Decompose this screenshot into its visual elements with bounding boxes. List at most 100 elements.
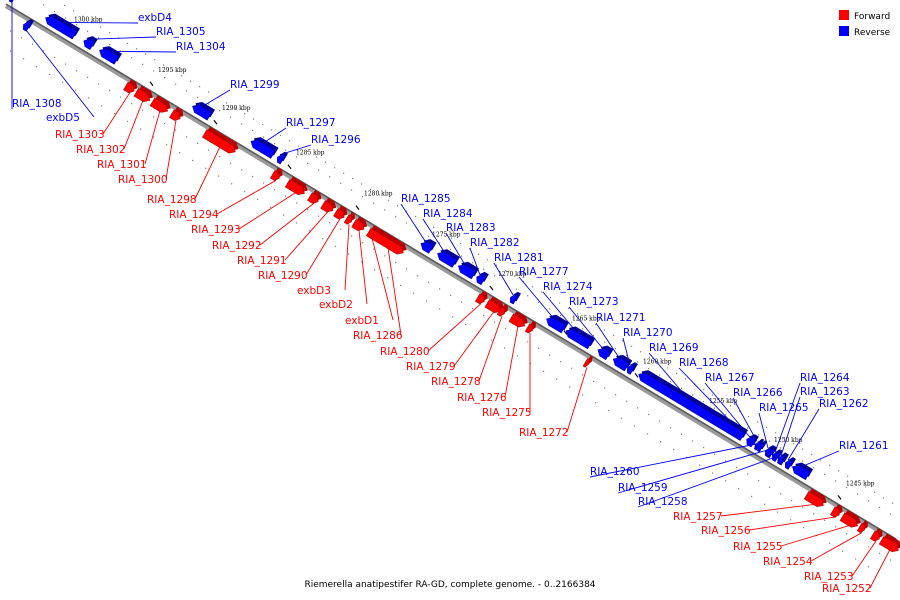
gene-arrow-exbd5[interactable]	[21, 17, 34, 32]
gene-arrow-ria_1274[interactable]	[564, 323, 596, 350]
gene-label[interactable]: RIA_1279	[406, 361, 456, 373]
gene-label[interactable]: RIA_1265	[759, 402, 809, 414]
gene-label[interactable]: RIA_1267	[705, 372, 755, 384]
gene-label[interactable]: RIA_1303	[55, 129, 105, 141]
gene-arrow-exbd2[interactable]	[351, 216, 370, 234]
gene-arrow-ria_1271[interactable]	[611, 352, 633, 372]
gene-arrow-ria_1303[interactable]	[123, 79, 139, 96]
gene-label[interactable]: RIA_1305	[156, 26, 206, 38]
gene-arrow-ria_1285[interactable]	[419, 236, 437, 254]
gene-arrow-ria_1302[interactable]	[133, 85, 155, 105]
gene-label[interactable]: RIA_1254	[763, 556, 813, 568]
gene-arrow-ria_1261[interactable]	[790, 459, 814, 481]
gene-arrow-ria_1282[interactable]	[474, 270, 489, 286]
gene-label[interactable]: exbD4	[138, 12, 172, 24]
gene-arrow-ria_1301[interactable]	[149, 95, 173, 116]
gene-label[interactable]: RIA_1269	[649, 342, 699, 354]
gene-label[interactable]: RIA_1252	[822, 583, 872, 595]
gene-arrow-ria_1297[interactable]	[249, 134, 279, 159]
gene-arrow-ria_1267[interactable]	[744, 432, 759, 448]
gene-arrow-ria_1264[interactable]	[770, 447, 783, 462]
gene-arrow-ria_1280[interactable]	[474, 290, 490, 306]
gene-arrow-ria_1294[interactable]	[269, 167, 285, 183]
gene-arrow-ria_1278[interactable]	[496, 303, 510, 318]
gene-arrow-ria_1290[interactable]	[333, 205, 349, 222]
gene-label[interactable]: RIA_1274	[543, 281, 593, 293]
gene-arrow-ria_1255[interactable]	[839, 509, 863, 530]
gene-label[interactable]: RIA_1276	[457, 392, 507, 404]
gene-label[interactable]: RIA_1300	[118, 174, 168, 186]
gene-label[interactable]: exbD3	[297, 285, 331, 297]
gene-arrow-ria_1292[interactable]	[307, 189, 323, 206]
gene-arrow-ria_1293[interactable]	[284, 176, 310, 198]
gene-arrow-ria_1262[interactable]	[783, 455, 796, 470]
gene-label[interactable]: RIA_1255	[733, 541, 783, 553]
gene-label[interactable]: RIA_1283	[446, 222, 496, 234]
gene-label[interactable]: exbD1	[345, 315, 379, 327]
gene-arrow-ria_1283[interactable]	[456, 259, 480, 280]
gene-label[interactable]: RIA_1271	[596, 312, 646, 324]
gene-arrow-ria_1308[interactable]	[8, 0, 20, 4]
gene-arrow-exbd3[interactable]	[343, 211, 357, 226]
gene-arrow-ria_1270[interactable]	[625, 360, 638, 375]
gene-label[interactable]: RIA_1299	[230, 79, 280, 91]
gene-label[interactable]: RIA_1308	[12, 98, 62, 110]
gene-arrow-ria_1304[interactable]	[97, 43, 122, 65]
gene-arrow-ria_1253[interactable]	[869, 528, 885, 544]
gene-label[interactable]: RIA_1285	[401, 193, 451, 205]
gene-arrow-exbd4[interactable]	[43, 10, 80, 40]
gene-label[interactable]: RIA_1281	[494, 252, 544, 264]
gene-label[interactable]: RIA_1275	[482, 407, 532, 419]
gene-label[interactable]: RIA_1298	[147, 194, 197, 206]
gene-arrow-ria_1268[interactable]	[735, 426, 748, 441]
gene-label[interactable]: RIA_1256	[701, 525, 751, 537]
gene-label[interactable]: RIA_1290	[258, 270, 308, 282]
gene-arrow-ria_1281[interactable]	[508, 290, 521, 305]
gene-label[interactable]: RIA_1291	[237, 255, 287, 267]
gene-label[interactable]: RIA_1296	[311, 134, 361, 146]
gene-label[interactable]: RIA_1293	[191, 224, 241, 236]
gene-arrow-ria_1275[interactable]	[524, 320, 538, 335]
gene-arrow-ria_1272[interactable]	[582, 355, 594, 369]
gene-arrow-ria_1291[interactable]	[320, 197, 339, 215]
gene-label[interactable]: RIA_1272	[519, 427, 569, 439]
gene-label[interactable]: RIA_1304	[176, 41, 226, 53]
gene-label[interactable]: exbD2	[319, 299, 353, 311]
gene-label[interactable]: RIA_1266	[733, 387, 783, 399]
gene-label[interactable]: RIA_1282	[470, 237, 520, 249]
gene-arrow-ria_1269[interactable]	[636, 367, 747, 441]
gene-label[interactable]: RIA_1292	[212, 240, 262, 252]
gene-arrow-ria_1260[interactable]	[756, 439, 768, 453]
gene-label[interactable]: RIA_1259	[618, 482, 668, 494]
gene-arrow-ria_1273[interactable]	[596, 342, 614, 361]
gene-label[interactable]: RIA_1273	[569, 296, 619, 308]
gene-label[interactable]: RIA_1277	[519, 266, 569, 278]
gene-label[interactable]: RIA_1284	[423, 208, 473, 220]
gene-label[interactable]: exbD5	[46, 112, 80, 124]
gene-arrow-ria_1299[interactable]	[190, 99, 215, 121]
gene-label[interactable]: RIA_1263	[800, 386, 850, 398]
gene-arrow-ria_1286[interactable]	[369, 227, 409, 257]
gene-arrow-ria_1298[interactable]	[201, 126, 241, 156]
gene-label[interactable]: RIA_1257	[673, 511, 723, 523]
gene-arrow-ria_1305[interactable]	[81, 33, 98, 50]
gene-label[interactable]: RIA_1278	[431, 376, 481, 388]
gene-label[interactable]: RIA_1268	[679, 357, 729, 369]
gene-arrow-ria_1277[interactable]	[544, 312, 569, 334]
gene-arrow-ria_1300[interactable]	[169, 106, 185, 123]
gene-label[interactable]: RIA_1262	[819, 398, 869, 410]
gene-label[interactable]: RIA_1270	[623, 327, 673, 339]
gene-label[interactable]: RIA_1280	[380, 346, 430, 358]
gene-label[interactable]: RIA_1261	[839, 440, 889, 452]
gene-arrow-ria_1259[interactable]	[766, 445, 778, 459]
gene-arrow-ria_1296[interactable]	[275, 150, 288, 165]
gene-label[interactable]: RIA_1302	[76, 144, 126, 156]
gene-arrow-ria_1276[interactable]	[508, 310, 530, 330]
gene-arrow-ria_1252[interactable]	[878, 533, 900, 555]
gene-label[interactable]: RIA_1260	[590, 466, 640, 478]
gene-arrow-ria_1284[interactable]	[435, 246, 460, 268]
gene-label[interactable]: RIA_1258	[638, 496, 688, 508]
gene-label[interactable]: RIA_1264	[800, 372, 850, 384]
gene-label[interactable]: RIA_1301	[97, 159, 147, 171]
gene-arrow-ria_1266[interactable]	[753, 437, 765, 451]
